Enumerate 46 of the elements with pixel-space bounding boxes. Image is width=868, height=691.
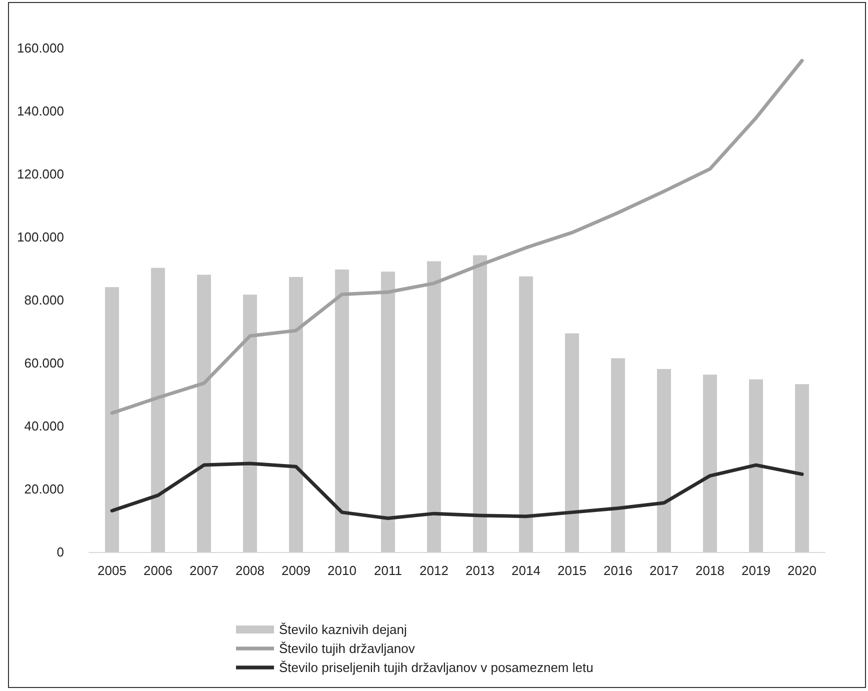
y-tick-label: 140.000 — [17, 104, 64, 118]
x-tick-label: 2018 — [696, 563, 724, 578]
y-tick-label: 160.000 — [17, 40, 64, 56]
bar — [427, 261, 441, 552]
legend-label: Število tujih državljanov — [279, 641, 416, 656]
x-tick-label: 2008 — [236, 563, 264, 578]
x-tick-label: 2014 — [512, 563, 540, 578]
x-tick-label: 2017 — [650, 563, 678, 578]
bar — [381, 272, 395, 552]
x-tick-label: 2010 — [328, 563, 356, 578]
x-tick-label: 2009 — [282, 563, 310, 578]
bar — [473, 255, 487, 552]
bar — [243, 294, 257, 552]
bar — [105, 287, 119, 552]
y-tick-label: 120.000 — [17, 166, 64, 182]
y-tick-label: 60.000 — [24, 356, 64, 370]
y-tick-label: 100.000 — [17, 230, 64, 244]
x-tick-label: 2015 — [558, 563, 586, 578]
y-tick-label: 40.000 — [24, 418, 64, 434]
legend-label: Število kaznivih dejanj — [279, 622, 408, 637]
bar — [289, 277, 303, 552]
x-tick-label: 2012 — [420, 563, 448, 578]
bar — [335, 269, 349, 552]
bar — [519, 276, 533, 552]
bar — [657, 368, 671, 552]
y-tick-label: 20.000 — [24, 482, 64, 496]
line-series — [110, 58, 804, 415]
x-tick-label: 2007 — [190, 563, 218, 578]
y-tick-label: 0 — [56, 544, 64, 560]
x-tick-label: 2006 — [144, 563, 172, 578]
x-tick-label: 2019 — [742, 563, 770, 578]
x-tick-label: 2016 — [604, 563, 632, 578]
x-tick-label: 2013 — [466, 563, 494, 578]
bar — [151, 268, 165, 552]
bar — [197, 274, 211, 552]
bar — [749, 379, 763, 552]
legend-label: Število priseljenih tujih državljanov v posameznem letu — [279, 660, 594, 675]
y-tick-label: 80.000 — [24, 292, 64, 308]
line-series — [110, 462, 804, 520]
bar — [795, 384, 809, 552]
x-tick-label: 2011 — [374, 563, 402, 578]
bar — [611, 358, 625, 552]
x-tick-label: 2020 — [788, 563, 816, 578]
bar — [703, 374, 717, 552]
bar — [565, 333, 579, 552]
x-tick-label: 2005 — [98, 563, 126, 578]
